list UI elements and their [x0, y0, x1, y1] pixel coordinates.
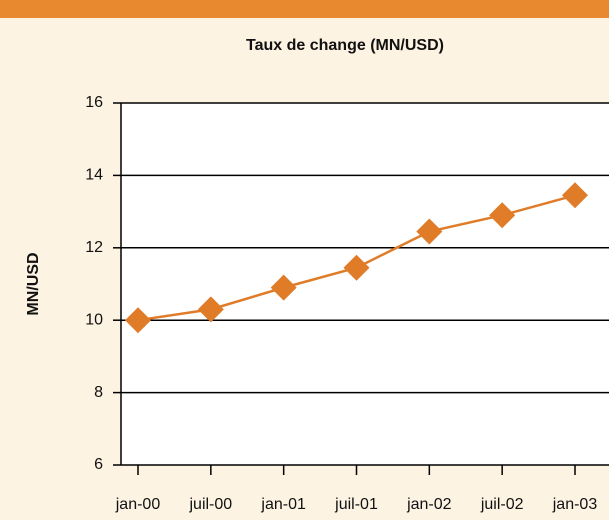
x-tick-label: jan-01 — [260, 496, 306, 513]
y-tick-label: 6 — [94, 456, 103, 473]
x-tick-label: juil-01 — [334, 496, 378, 513]
x-tick-label: jan-02 — [406, 496, 452, 513]
plot-area — [121, 103, 609, 465]
top-bar — [0, 0, 609, 18]
marker — [562, 182, 588, 209]
x-tick-label: jan-03 — [552, 496, 598, 513]
x-tick-label: juil-02 — [480, 496, 524, 513]
y-tick-label: 14 — [85, 167, 103, 184]
marker — [270, 274, 297, 301]
marker — [125, 307, 151, 334]
x-tick-label: juil-00 — [188, 496, 232, 513]
y-tick-label: 10 — [85, 311, 103, 328]
marker — [416, 218, 443, 245]
marker — [489, 202, 516, 229]
y-axis-label: MN/USD — [25, 252, 42, 315]
marker — [343, 254, 370, 281]
y-tick-label: 16 — [85, 94, 103, 111]
y-tick-label: 8 — [94, 384, 103, 401]
x-tick-label: jan-00 — [115, 496, 161, 513]
marker — [197, 296, 224, 323]
chart-title: Taux de change (MN/USD) — [246, 37, 444, 54]
y-tick-label: 12 — [85, 239, 103, 256]
